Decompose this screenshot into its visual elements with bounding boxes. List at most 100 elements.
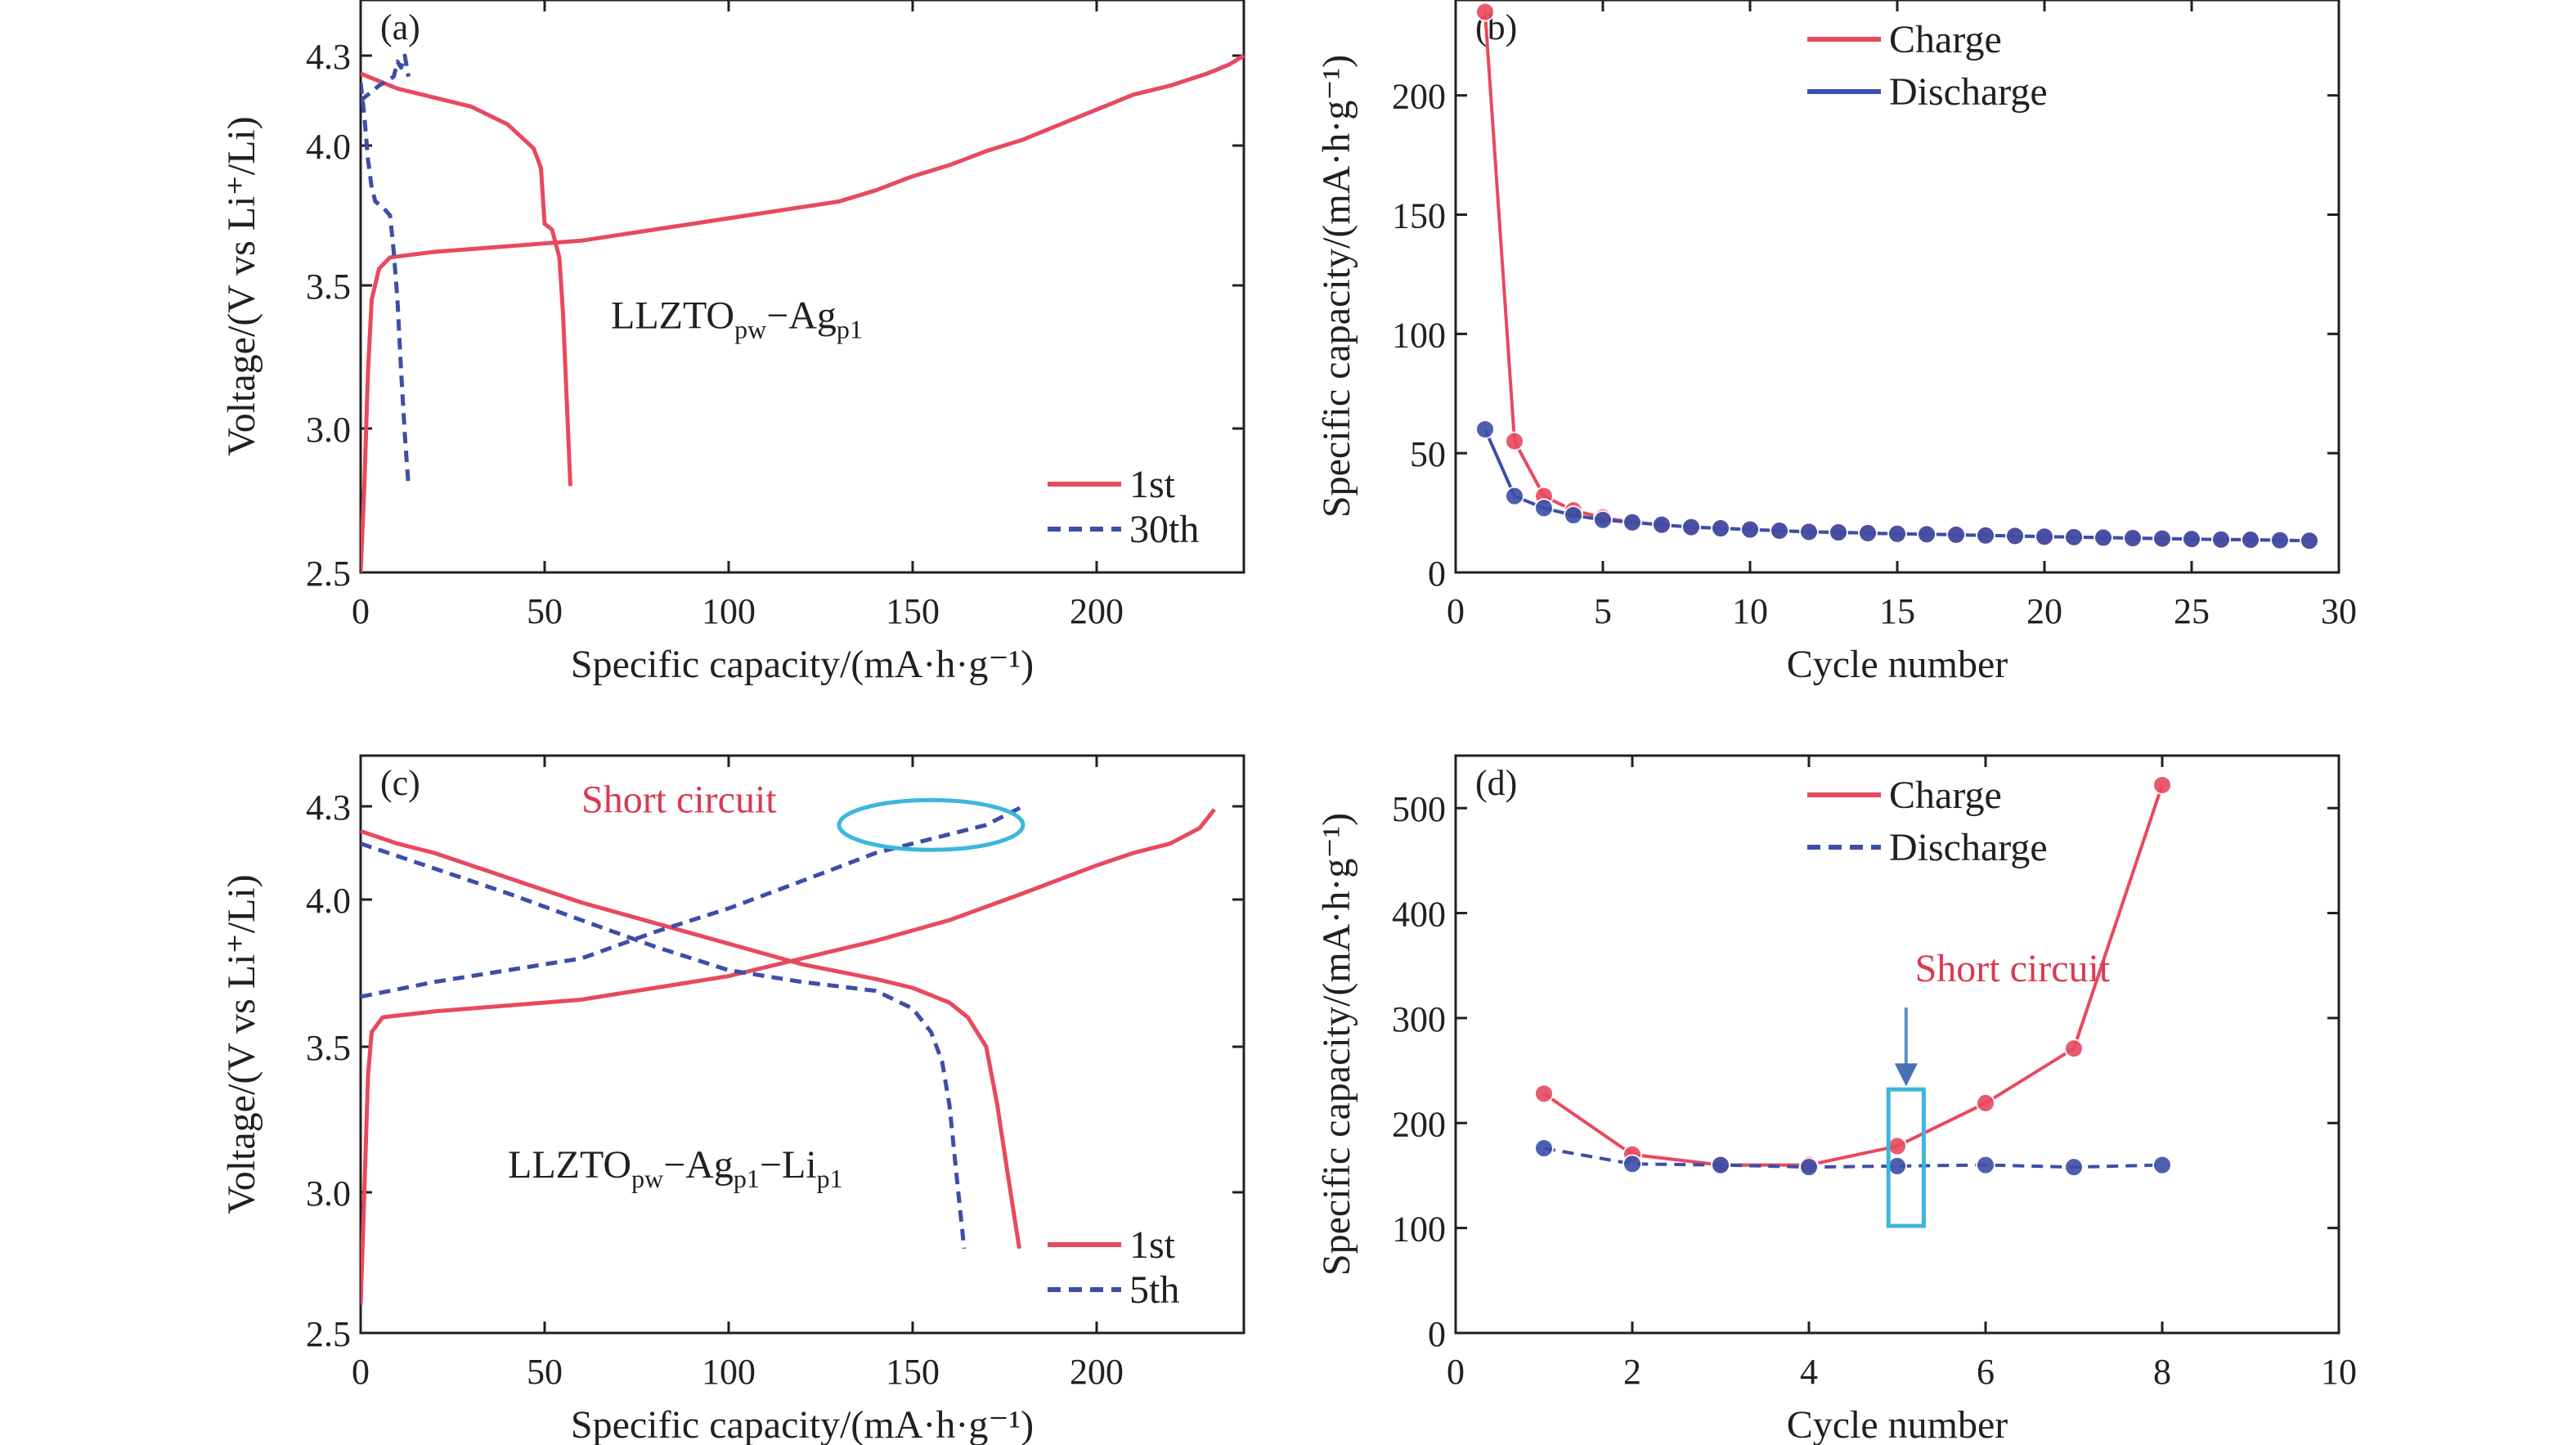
short-circuit-label: Short circuit	[1915, 947, 2111, 990]
x-tick-label: 200	[1070, 591, 1124, 631]
data-point-discharge	[1946, 524, 1966, 545]
plot-frame	[359, 754, 1245, 1335]
y-tick-label: 100	[1392, 315, 1446, 355]
sample-label-part: −Ag	[766, 294, 837, 338]
data-point-discharge	[2123, 528, 2143, 548]
data-point-discharge	[1593, 509, 1613, 530]
x-tick-label: 10	[2321, 1352, 2357, 1392]
y-tick-label: 3.0	[306, 1174, 351, 1214]
data-point-discharge	[2241, 530, 2260, 550]
legend-label-discharge: Discharge	[1889, 70, 2048, 114]
panel-tag: (c)	[380, 763, 420, 803]
data-point-discharge	[2270, 530, 2290, 550]
x-tick-label: 5	[1594, 591, 1612, 631]
y-tick-label: 4.0	[306, 127, 351, 167]
legend-label-charge: Charge	[1889, 18, 2002, 61]
sample-label-part: LLZTO	[508, 1143, 631, 1187]
y-tick-label: 300	[1392, 999, 1446, 1039]
x-tick-label: 15	[1879, 591, 1915, 631]
x-tick-label: 50	[527, 1352, 563, 1392]
data-point-discharge	[1799, 1157, 1819, 1178]
data-point-discharge	[1534, 1138, 1554, 1159]
y-axis-title: Voltage/(V vs Li⁺/Li)	[220, 874, 263, 1214]
y-tick-label: 4.3	[306, 788, 351, 828]
sample-label-part: −Li	[760, 1143, 817, 1187]
y-axis-title: Specific capacity/(mA·h·g⁻¹)	[1315, 813, 1358, 1276]
x-tick-label: 0	[352, 1352, 370, 1392]
data-point-discharge	[1917, 524, 1936, 545]
legend-label-discharge: Discharge	[1889, 826, 2048, 869]
series-30th-curve-charge	[361, 53, 411, 102]
sample-label-subscript: p1	[734, 1164, 760, 1193]
x-tick-label: 25	[2174, 591, 2210, 631]
x-axis-title: Cycle number	[1787, 643, 2008, 686]
data-point-charge	[2152, 774, 2172, 795]
data-point-discharge	[2300, 531, 2319, 551]
data-point-charge	[2064, 1039, 2084, 1059]
panel-a: 0 50 100 150 200 2.5 3.0 3.5 4.0 4.3 Specific capa…	[220, 0, 1245, 686]
series-1st-curve-charge	[361, 808, 1216, 1305]
y-tick-label: 4.0	[306, 881, 351, 921]
series-5th-curve-discharge	[361, 841, 967, 1250]
y-tick-label: 3.0	[306, 410, 351, 450]
y-axis-title: Voltage/(V vs Li⁺/Li)	[220, 116, 263, 456]
y-tick-label: 200	[1392, 1104, 1446, 1144]
y-tick-label: 500	[1392, 789, 1446, 829]
data-point-discharge	[1887, 1156, 1907, 1176]
data-point-discharge	[2182, 529, 2201, 550]
data-point-discharge	[1887, 523, 1907, 544]
data-point-discharge	[1711, 1155, 1730, 1175]
x-tick-label: 200	[1070, 1352, 1124, 1392]
legend-label-1st: 1st	[1129, 1223, 1176, 1267]
y-tick-label: 4.3	[306, 37, 351, 77]
sample-label-subscript: p1	[817, 1164, 843, 1193]
x-tick-label: 8	[2153, 1352, 2171, 1392]
data-point-discharge	[1652, 514, 1672, 535]
data-point-discharge	[2152, 528, 2172, 549]
y-tick-label: 0	[1428, 554, 1446, 594]
sample-label-part: LLZTO	[611, 294, 734, 338]
data-point-discharge	[2211, 529, 2231, 550]
data-point-discharge	[1829, 523, 1848, 542]
data-point-discharge	[1976, 525, 1995, 545]
series-charge-line	[1542, 784, 2164, 1167]
x-tick-label: 6	[1977, 1352, 1995, 1392]
series-layer	[361, 53, 1245, 572]
x-tick-label: 150	[886, 591, 940, 631]
series-discharge-line	[1543, 1147, 2163, 1169]
data-point-charge	[1887, 1136, 1907, 1156]
data-point-discharge	[2152, 1155, 2172, 1175]
data-point-discharge	[1622, 512, 1642, 532]
data-point-charge	[1534, 1084, 1554, 1104]
sample-label: LLZTOpw−Agp1−Lip1	[508, 1143, 843, 1193]
data-point-discharge	[2005, 526, 2025, 546]
plot-frame	[1454, 754, 2340, 1335]
x-tick-label: 30	[2321, 591, 2357, 631]
x-tick-label: 10	[1732, 591, 1768, 631]
sample-label-subscript: p1	[837, 315, 863, 344]
data-point-discharge	[1622, 1154, 1642, 1174]
x-tick-label: 2	[1623, 1352, 1641, 1392]
series-1st-curve-discharge	[361, 71, 572, 487]
data-point-charge	[1505, 431, 1524, 451]
y-tick-label: 100	[1392, 1209, 1446, 1250]
x-tick-label: 20	[2026, 591, 2062, 631]
y-tick-label: 3.5	[306, 1028, 351, 1068]
data-point-discharge	[1475, 420, 1495, 439]
panel-tag: (a)	[380, 7, 420, 47]
panel-tag: (d)	[1475, 763, 1517, 803]
y-tick-label: 2.5	[306, 554, 351, 594]
sample-label: LLZTOpw−Agp1	[611, 294, 863, 344]
legend-label-5th: 5th	[1129, 1268, 1179, 1312]
data-point-discharge	[1711, 518, 1730, 539]
data-point-discharge	[1681, 517, 1701, 537]
data-point-charge	[1976, 1093, 1995, 1113]
data-point-discharge	[1799, 522, 1819, 542]
series-30th-curve-discharge	[361, 82, 411, 487]
x-tick-label: 150	[886, 1352, 940, 1392]
x-tick-label: 4	[1800, 1352, 1818, 1392]
legend-label-charge: Charge	[1889, 774, 2002, 817]
data-point-discharge	[2035, 527, 2054, 547]
